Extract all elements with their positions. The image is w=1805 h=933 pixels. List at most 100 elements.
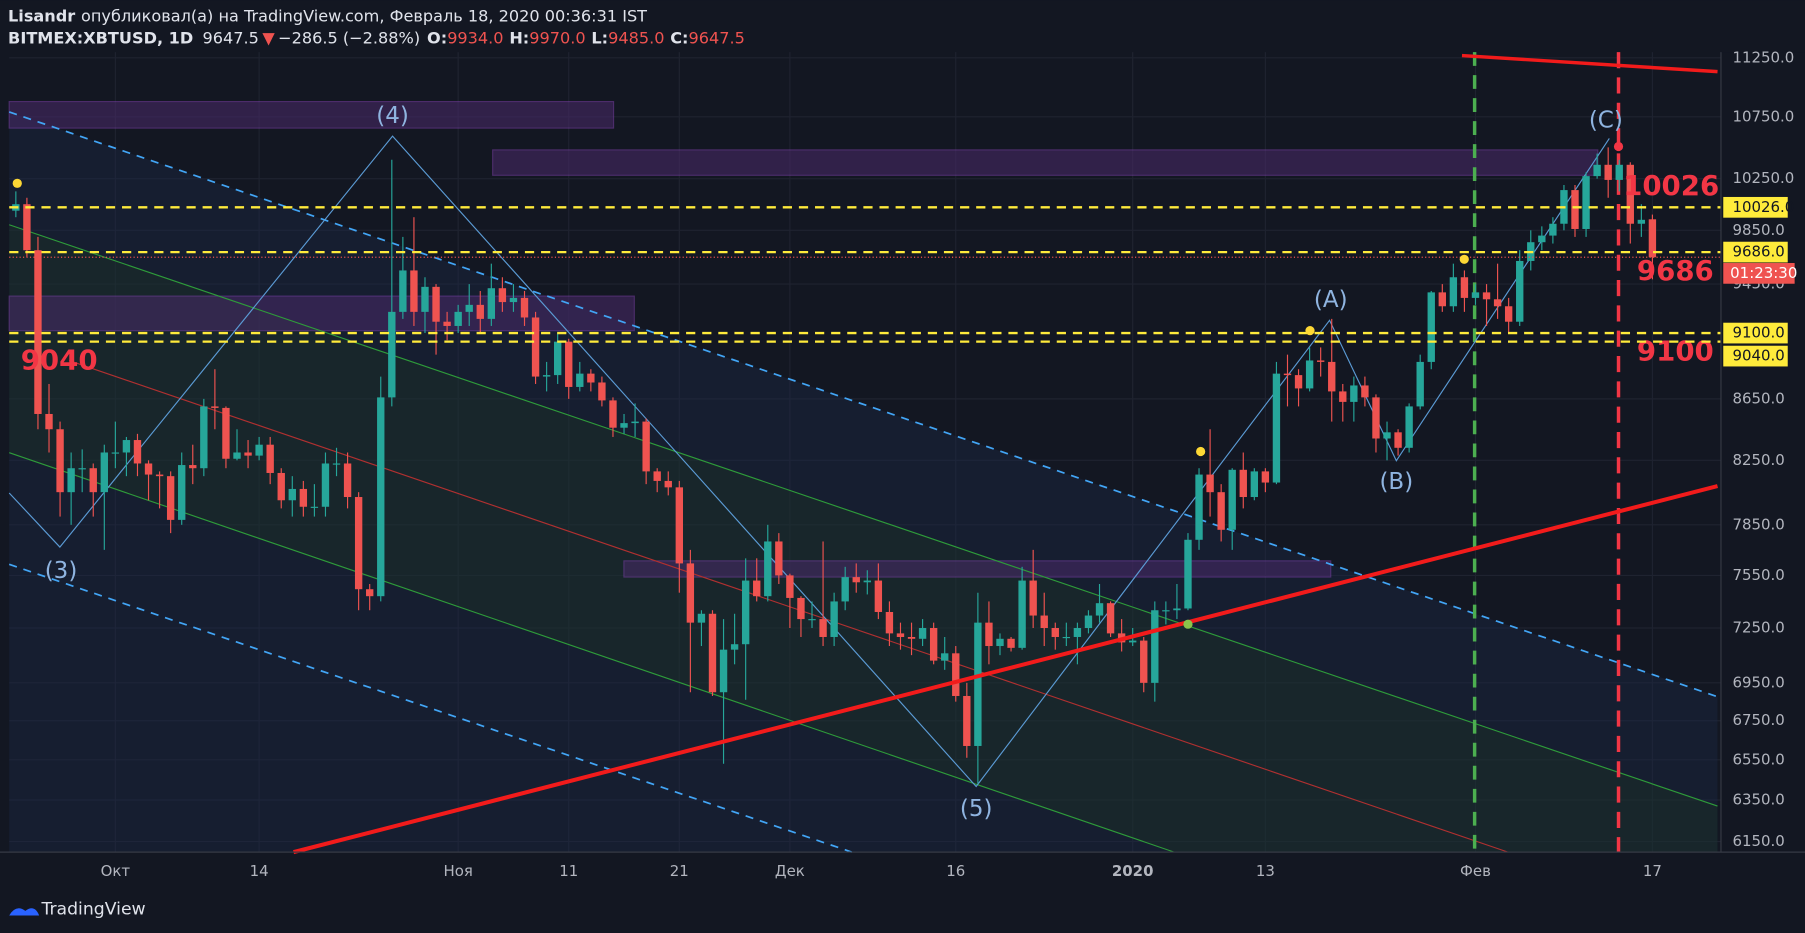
wave-label: (A) bbox=[1314, 287, 1348, 313]
candle-body bbox=[476, 304, 484, 319]
x-tick-label: 2020 bbox=[1112, 862, 1154, 880]
candle-body bbox=[1372, 397, 1380, 439]
candle-body bbox=[122, 440, 131, 453]
candle-body bbox=[343, 463, 352, 498]
y-tick-label: 9850.0 bbox=[1732, 221, 1784, 239]
candle-body bbox=[189, 465, 197, 469]
candle-body bbox=[609, 400, 617, 428]
candle-body bbox=[918, 628, 927, 639]
candle-body bbox=[797, 597, 805, 620]
candle-body bbox=[1460, 277, 1469, 298]
candle-body bbox=[100, 452, 108, 493]
candle-body bbox=[553, 341, 562, 376]
candle-body bbox=[620, 423, 628, 428]
candle-body bbox=[1195, 474, 1203, 540]
candle-body bbox=[1648, 219, 1657, 258]
wave-label: (C) bbox=[1589, 108, 1623, 134]
y-tick-label: 7550.0 bbox=[1732, 566, 1784, 584]
y-tick-label: 11250.0 bbox=[1732, 48, 1794, 66]
candle-body bbox=[1184, 539, 1192, 609]
y-tick-label: 7850.0 bbox=[1732, 515, 1784, 533]
candle-body bbox=[222, 407, 230, 459]
candle-body bbox=[1328, 361, 1336, 392]
candle-body bbox=[1516, 260, 1524, 322]
y-tick-label: 6750.0 bbox=[1732, 711, 1784, 729]
candle-body bbox=[1482, 292, 1491, 300]
candle-body bbox=[1316, 360, 1325, 362]
candle-body bbox=[907, 636, 916, 639]
candle-body bbox=[1405, 406, 1413, 448]
candle-body bbox=[653, 471, 661, 481]
symbol: BITMEX:XBTUSD, 1D bbox=[8, 28, 193, 47]
candle-body bbox=[1294, 375, 1303, 389]
candle-body bbox=[841, 577, 849, 602]
countdown: 01:23:30 bbox=[1730, 264, 1797, 282]
candle-body bbox=[410, 270, 418, 312]
candle-body bbox=[753, 580, 761, 597]
zone bbox=[8, 295, 635, 332]
candle-body bbox=[719, 649, 728, 693]
candle-body bbox=[133, 440, 142, 464]
candle-body bbox=[819, 619, 827, 637]
candle-body bbox=[45, 413, 53, 430]
x-tick-label: Ноя bbox=[443, 862, 472, 880]
candle-body bbox=[277, 472, 285, 501]
candle-body bbox=[1615, 164, 1623, 180]
channel-fill bbox=[9, 224, 1718, 853]
candle-body bbox=[354, 497, 363, 590]
level-tag-label: 9100.0 bbox=[1732, 324, 1784, 342]
trend-lines bbox=[12, 53, 1719, 855]
candle-body bbox=[896, 633, 905, 637]
candle-body bbox=[321, 463, 330, 507]
marker bbox=[1305, 326, 1315, 336]
axes: 11250.010750.010250.09850.09450.08650.08… bbox=[0, 48, 1805, 880]
candle-body bbox=[421, 286, 429, 312]
candle-body bbox=[1272, 373, 1281, 483]
candle-body bbox=[885, 611, 894, 634]
x-tick-label: 21 bbox=[670, 862, 689, 880]
candle-body bbox=[874, 580, 883, 612]
candle-body bbox=[974, 622, 982, 746]
level-annotation: 9686 bbox=[1637, 254, 1714, 287]
change: −286.5 (−2.88%) bbox=[278, 28, 420, 47]
candle-body bbox=[454, 311, 462, 326]
candle-body bbox=[487, 288, 496, 319]
candle-body bbox=[1339, 391, 1347, 402]
y-tick-label: 7250.0 bbox=[1732, 619, 1784, 637]
candle-body bbox=[1018, 580, 1026, 648]
candle-body bbox=[432, 286, 440, 322]
zone bbox=[8, 101, 615, 129]
candle-body bbox=[166, 476, 175, 520]
level-annotation: 10026 bbox=[1623, 169, 1719, 202]
candle-body bbox=[1095, 603, 1104, 616]
candle-body bbox=[941, 653, 949, 661]
candle-body bbox=[332, 463, 341, 465]
y-tick-label: 6350.0 bbox=[1732, 791, 1784, 809]
candle-body bbox=[1626, 164, 1634, 224]
candle-body bbox=[178, 465, 186, 520]
grid bbox=[9, 52, 1721, 853]
wave-labels: (4) (3) (5) (A) (B) (C) bbox=[45, 103, 1623, 822]
candle-body bbox=[1084, 615, 1093, 629]
candle-body bbox=[686, 563, 695, 623]
channel-mid bbox=[68, 360, 1509, 853]
wave-label: (4) bbox=[376, 103, 409, 129]
candle-body bbox=[509, 297, 518, 303]
y-tick-label: 8650.0 bbox=[1732, 389, 1784, 407]
h-label: H: bbox=[509, 28, 529, 47]
candle-body bbox=[1206, 474, 1214, 493]
candle-body bbox=[1427, 292, 1435, 362]
candle-body bbox=[56, 429, 64, 493]
candle-body bbox=[952, 653, 960, 696]
candle-body bbox=[741, 580, 750, 645]
x-tick-label: 11 bbox=[559, 862, 578, 880]
candle-body bbox=[89, 468, 97, 493]
candle-body bbox=[808, 619, 816, 621]
candle-body bbox=[233, 452, 241, 459]
o-value: 9934.0 bbox=[447, 28, 503, 47]
x-tick-label: 17 bbox=[1643, 862, 1662, 880]
candle-body bbox=[1239, 469, 1247, 498]
candle-body bbox=[1040, 615, 1048, 629]
candle-body bbox=[1571, 190, 1579, 229]
header: Lisandr опубликовал(а) на TradingView.com… bbox=[8, 6, 745, 47]
